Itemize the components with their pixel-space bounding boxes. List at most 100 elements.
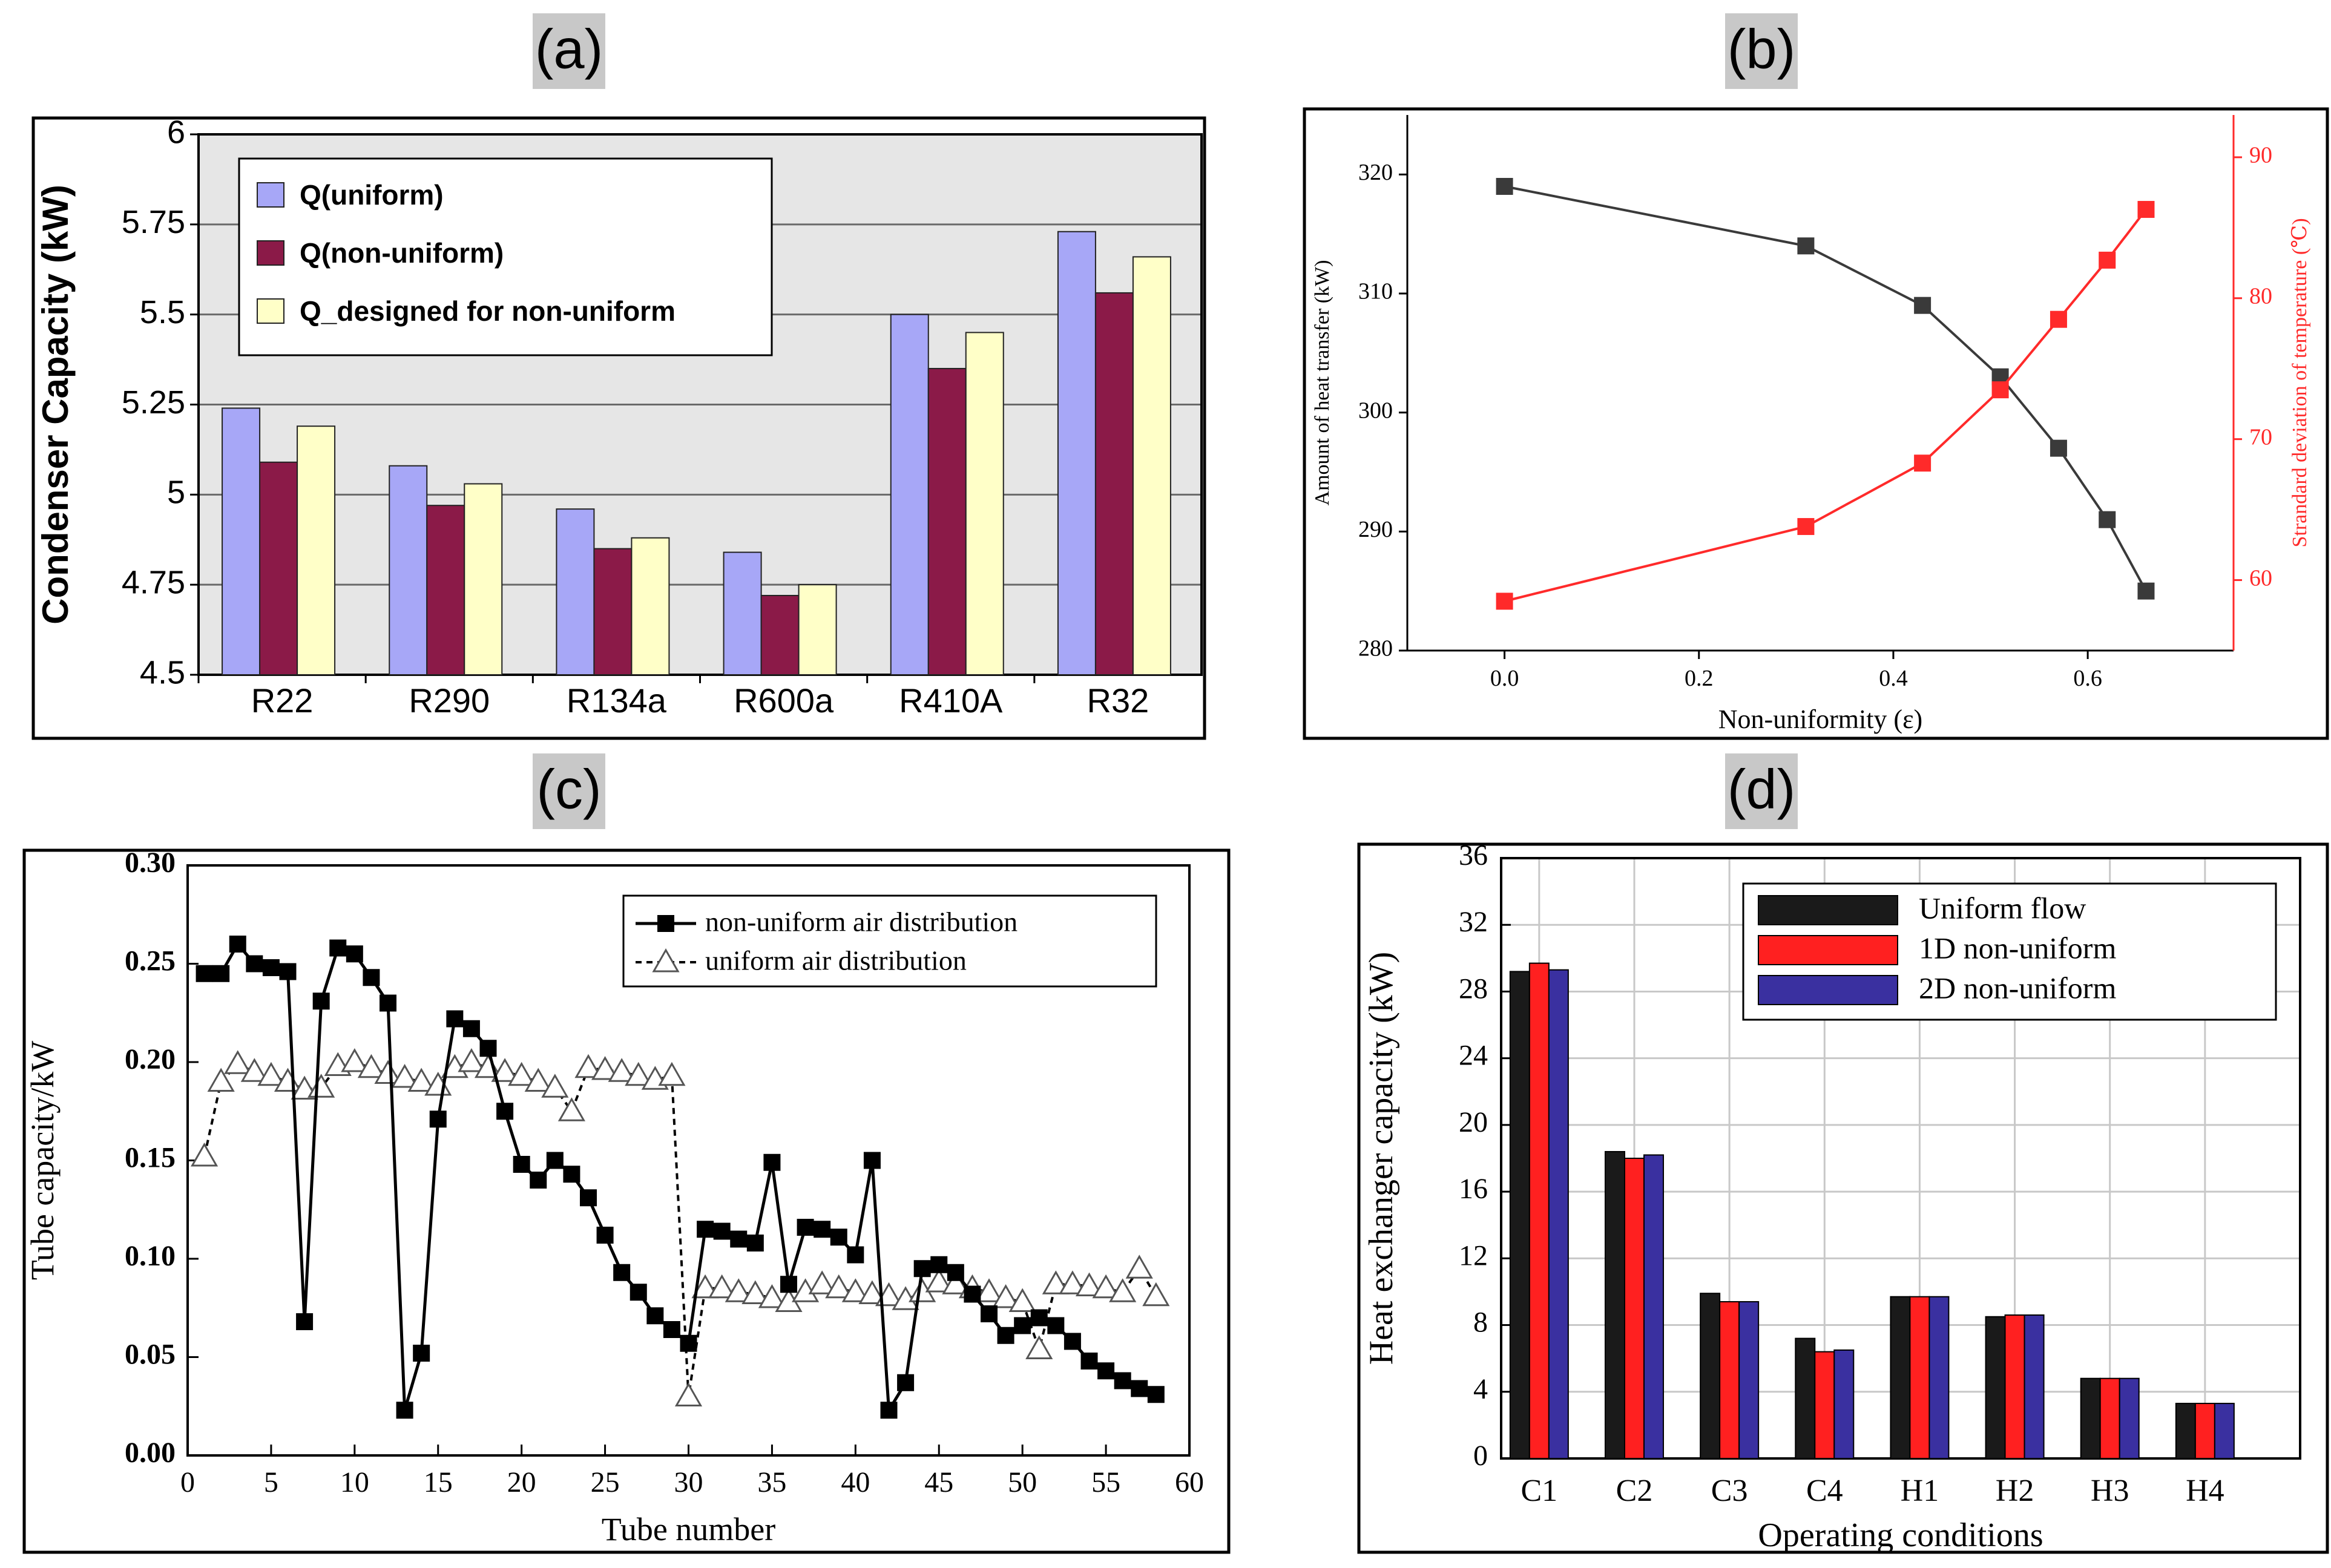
y-tick-label-d: 4 <box>1473 1373 1488 1405</box>
bar-d-2d-non-uniform-c2 <box>1643 1154 1664 1459</box>
point-c-nonuniform <box>212 965 230 982</box>
bar-a-q-designed-for-non-uniform-r600a <box>798 584 837 676</box>
point-c-nonuniform <box>479 1040 497 1057</box>
point-c-uniform <box>674 1382 703 1406</box>
point-c-uniform <box>1075 1272 1103 1296</box>
x-tick-label-d: H4 <box>2186 1474 2224 1508</box>
y-tick-label-right-b: 70 <box>2249 424 2272 450</box>
legend-label-a-q-non-uniform: Q(non-uniform) <box>300 237 504 269</box>
point-c-uniform <box>758 1284 786 1308</box>
point-b-right <box>1496 592 1513 610</box>
bar-a-q-uniform-r32 <box>1057 231 1096 675</box>
point-c-uniform <box>1042 1270 1070 1294</box>
point-c-nonuniform <box>462 1020 480 1037</box>
y-tick-label-a: 5 <box>167 474 185 511</box>
point-c-nonuniform <box>580 1189 597 1207</box>
x-tick-label-c: 25 <box>591 1466 620 1498</box>
legend-label-a-q-uniform: Q(uniform) <box>300 179 444 211</box>
panel-c-label-bg <box>533 753 605 829</box>
x-tick-label-a: R32 <box>1087 681 1149 720</box>
bar-d-1d-non-uniform-c4 <box>1814 1351 1835 1460</box>
point-b-right <box>1991 381 2009 399</box>
point-c-uniform <box>1008 1288 1036 1312</box>
x-tick-label-b: 0.6 <box>2073 666 2102 691</box>
panel-a-label: (a) <box>533 13 605 89</box>
point-c-uniform <box>1092 1274 1120 1299</box>
point-c-uniform <box>691 1274 719 1299</box>
legend-marker-c-uniform <box>652 948 680 973</box>
y-axis-label-c: Tube capacity/kW <box>24 1041 61 1280</box>
point-c-uniform <box>458 1048 485 1072</box>
bar-d-1d-non-uniform-c2 <box>1624 1158 1645 1459</box>
legend-label-c-nonuniform: non-uniform air distribution <box>705 907 1018 937</box>
point-c-uniform <box>1025 1335 1053 1359</box>
point-c-uniform <box>390 1063 419 1088</box>
x-tick-label-d: C1 <box>1521 1474 1558 1508</box>
bar-d-1d-non-uniform-c3 <box>1719 1301 1740 1459</box>
bar-d-1d-non-uniform-c1 <box>1528 962 1550 1459</box>
bar-a-q-designed-for-non-uniform-r22 <box>297 425 336 675</box>
bar-d-uniform-flow-c4 <box>1795 1337 1816 1460</box>
y-tick-label-d: 20 <box>1459 1106 1488 1138</box>
legend-swatch-d-uniform-flow <box>1758 895 1898 925</box>
point-c-uniform <box>190 1142 219 1167</box>
point-c-nonuniform <box>863 1152 881 1169</box>
legend-label-c-uniform: uniform air distribution <box>705 945 967 976</box>
x-tick-label-c: 10 <box>340 1466 369 1498</box>
bar-a-q-non-uniform-r134a <box>593 548 633 676</box>
point-c-uniform <box>841 1278 869 1302</box>
point-c-nonuniform <box>730 1230 748 1248</box>
chart-c: 0 5 10 15 20 25 30 35 40 45 50 55 60 0.00 0.05 0.10 0.15… <box>24 847 1204 1547</box>
point-c-uniform <box>991 1284 1020 1308</box>
panel-c-label-text: (c) <box>536 758 601 820</box>
point-c-nonuniform <box>646 1307 664 1325</box>
panel-d-label: (d) <box>1725 753 1798 829</box>
bar-a-q-uniform-r600a <box>723 551 762 675</box>
legend-a <box>238 157 773 356</box>
x-tick-label-b: 0.0 <box>1490 666 1519 691</box>
y-tick-label-left-b: 300 <box>1358 398 1393 423</box>
point-c-nonuniform <box>697 1221 714 1238</box>
point-c-nonuniform <box>847 1246 864 1264</box>
point-c-nonuniform <box>1030 1309 1048 1327</box>
point-c-uniform <box>591 1055 619 1080</box>
y-tick-label-c: 0.30 <box>125 847 176 879</box>
bar-d-1d-non-uniform-h4 <box>2194 1403 2215 1459</box>
point-c-uniform <box>407 1068 435 1092</box>
bar-a-q-non-uniform-r290 <box>426 505 465 676</box>
point-b-left <box>2099 511 2116 528</box>
point-c-uniform <box>508 1061 536 1086</box>
x-tick-label-b: 0.2 <box>1685 666 1714 691</box>
point-c-nonuniform <box>380 994 396 1012</box>
y-tick-label-a: 5.5 <box>140 294 185 330</box>
y-tick-label-d: 0 <box>1473 1440 1488 1472</box>
x-tick-label-c: 40 <box>841 1466 870 1498</box>
x-axis-label-b: Non-uniformity (ε) <box>1718 704 1922 734</box>
bar-d-2d-non-uniform-h1 <box>1928 1296 1950 1460</box>
x-axis-label-d: Operating conditions <box>1758 1517 2043 1554</box>
y-tick-label-left-b: 310 <box>1358 279 1393 304</box>
panel-d-label-bg <box>1725 753 1798 829</box>
point-c-nonuniform <box>279 963 297 980</box>
bar-a-q-uniform-r290 <box>389 465 428 675</box>
y-axis-label-d: Heat exchanger capacity (kW) <box>1363 952 1400 1365</box>
y-tick-label-d: 24 <box>1459 1040 1488 1072</box>
point-c-uniform <box>491 1058 519 1082</box>
point-c-uniform <box>541 1074 569 1098</box>
bar-d-uniform-flow-c2 <box>1605 1150 1625 1459</box>
y-tick-label-left-b: 280 <box>1358 636 1393 661</box>
point-c-nonuniform <box>413 1345 430 1362</box>
y-tick-label-a: 4.75 <box>122 564 185 600</box>
y-tick-label-left-b: 290 <box>1358 517 1393 542</box>
x-tick-label-a: R134a <box>567 681 667 720</box>
point-c-nonuniform <box>814 1221 831 1238</box>
bar-a-q-uniform-r22 <box>222 407 261 675</box>
point-c-uniform <box>240 1058 268 1082</box>
point-c-nonuniform <box>429 1110 447 1128</box>
bar-a-q-non-uniform-r32 <box>1094 292 1134 675</box>
bar-d-2d-non-uniform-c3 <box>1738 1301 1760 1459</box>
point-c-nonuniform <box>913 1260 931 1278</box>
point-c-uniform <box>825 1274 853 1299</box>
x-tick-label-d: C3 <box>1711 1474 1748 1508</box>
